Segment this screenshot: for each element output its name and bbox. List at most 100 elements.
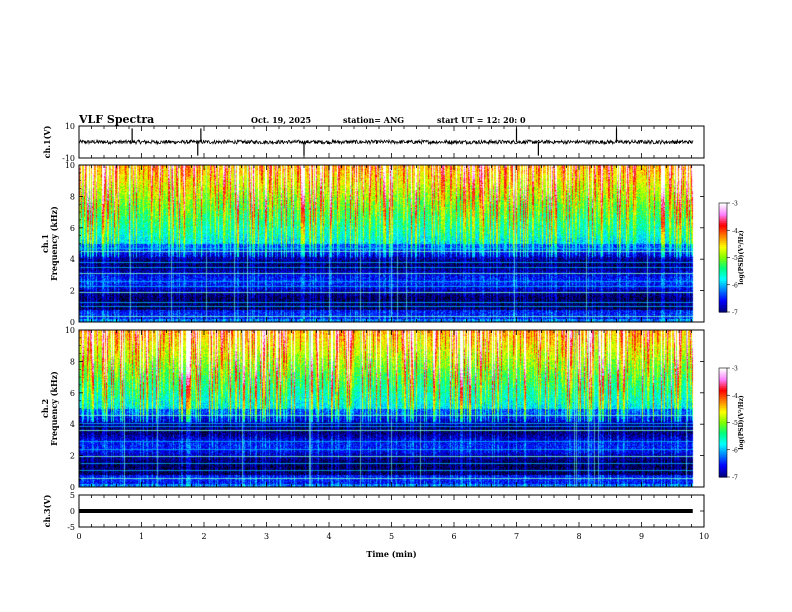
ch1spec-colorbar-swatch (719, 290, 727, 293)
start-time-label: start UT = 12: 20: 0 (437, 115, 526, 125)
ch2spec-colorbar-swatch (719, 413, 727, 416)
ch2spec-colorbar-swatch (719, 437, 727, 440)
ch2spec-colorbar-swatch (719, 471, 727, 474)
xtick-label-4: 4 (326, 532, 331, 541)
ch1spec-colorbar-swatch (719, 252, 727, 255)
xtick-label-2: 2 (201, 532, 206, 541)
ch1spec-colorbar-swatch (719, 233, 727, 237)
ch2spec-colorbar-tick-label--4: -4 (732, 393, 738, 400)
ch1-waveform-line (78, 138, 694, 146)
ch2spec-colorbar-swatch (719, 446, 727, 449)
xtick-label-7: 7 (514, 532, 519, 541)
ch2spec-colorbar-swatch (719, 398, 727, 402)
ch1spec-colorbar-swatch (719, 250, 727, 253)
ch1spec-colorbar-swatch (719, 281, 727, 284)
ch2spec-colorbar-swatch (719, 375, 727, 378)
ch2spec-colorbar-tick-label--7: -7 (732, 475, 738, 482)
ch2spec-colorbar-label: log(PSD)(V²/Hz) (738, 395, 745, 450)
ch3v-ylabel: ch.3(V) (42, 494, 52, 527)
ch1spec-spectrogram-canvas-holder (79, 165, 704, 322)
ch1spec-colorbar-swatch (719, 292, 727, 295)
ch1v-ytick-label-10: 10 (65, 122, 75, 131)
ch1spec-colorbar-swatch (719, 261, 727, 264)
ch1spec-colorbar-swatch (719, 242, 727, 246)
ch2spec-colorbar-swatch (719, 464, 727, 467)
ch1spec-colorbar-swatch (719, 212, 727, 215)
ch2spec-colorbar-swatch (719, 397, 727, 400)
ch2spec-colorbar-swatch (719, 469, 727, 473)
ch2spec-colorbar-swatch (719, 387, 727, 391)
ch1spec-colorbar-swatch (719, 224, 727, 228)
ch2spec-colorbar-swatch (719, 400, 727, 404)
ch1v-ylabel: ch.1(V) (42, 125, 52, 158)
station-label: station= ANG (343, 115, 405, 125)
ch2spec-colorbar-swatch (719, 406, 727, 409)
ch1spec-colorbar-swatch (719, 257, 727, 260)
ch1spec-colorbar-swatch (719, 232, 727, 235)
ch1spec-colorbar-swatch (719, 217, 727, 220)
ch1spec-colorbar-swatch (719, 241, 727, 244)
xtick-label-5: 5 (389, 532, 394, 541)
ch2spec-colorbar-swatch (719, 378, 727, 382)
ch1spec-colorbar-swatch (719, 219, 727, 222)
ch1spec-ylabel-channel: ch.1 (40, 234, 50, 253)
ch1spec-colorbar-swatch (719, 272, 727, 275)
ch1spec-colorbar-swatch (719, 259, 727, 262)
ch1spec-colorbar-swatch (719, 239, 727, 242)
ch1spec-colorbar-swatch (719, 221, 727, 224)
ch2spec-colorbar-swatch (719, 391, 727, 395)
ch2spec-colorbar-swatch (719, 473, 727, 476)
ch1spec-colorbar-swatch (719, 270, 727, 273)
ch1spec-ytick-label-4: 4 (70, 255, 75, 264)
ch1spec-colorbar-swatch (719, 203, 727, 206)
ch1spec-colorbar-swatch (719, 310, 727, 313)
xtick-label-6: 6 (451, 532, 456, 541)
ch1spec-colorbar-tick-label--7: -7 (732, 310, 738, 317)
ch2spec-colorbar-swatch (719, 386, 727, 389)
ch1spec-colorbar-swatch (719, 230, 727, 233)
ch2spec-colorbar-swatch (719, 418, 727, 422)
ch1spec-spectrogram-image (79, 165, 704, 322)
ch3v-ytick-label-5: 5 (70, 491, 75, 500)
ch1spec-colorbar-swatch (719, 226, 727, 230)
ch2spec-colorbar-swatch (719, 424, 727, 427)
ch2spec-colorbar-swatch (719, 402, 727, 405)
ch2spec-ytick-label-8: 8 (70, 357, 75, 366)
ch1spec-colorbar-swatch (719, 268, 727, 271)
ch2spec-spectrogram-canvas (79, 330, 704, 487)
ch2spec-colorbar-swatch (719, 369, 727, 373)
ch2spec-colorbar-swatch (719, 442, 727, 445)
ch2spec-colorbar-swatch (719, 458, 727, 462)
ch2spec-spectrogram-image (79, 330, 704, 487)
ch2spec-ytick-label-0: 0 (70, 483, 75, 492)
ch1spec-colorbar-swatch (719, 266, 727, 269)
ch2spec-colorbar-swatch (719, 409, 727, 413)
ch1spec-colorbar-swatch (719, 204, 727, 208)
ch1spec-colorbar-swatch (719, 246, 727, 250)
ch1spec-ytick-label-0: 0 (70, 318, 75, 327)
ch1spec-spectrogram-canvas (79, 165, 704, 322)
xtick-label-9: 9 (639, 532, 644, 541)
ch1spec-colorbar-swatch (719, 253, 727, 257)
ch2spec-colorbar-swatch (719, 427, 727, 431)
chart-title: VLF Spectra (79, 113, 155, 126)
ch1spec-colorbar-swatch (719, 308, 727, 311)
ch1spec-colorbar-swatch (719, 275, 727, 279)
ch1spec-colorbar-swatch (719, 206, 727, 210)
ch1spec-colorbar-swatch (719, 304, 727, 308)
ch1spec-colorbar-swatch (719, 237, 727, 240)
ch1spec-colorbar-swatch (719, 297, 727, 300)
ch2spec-ytick-label-10: 10 (65, 326, 75, 335)
ch2spec-colorbar-swatch (719, 460, 727, 464)
ch2spec-colorbar-swatch (719, 371, 727, 375)
date-label: Oct. 19, 2025 (251, 115, 312, 125)
ch1spec-colorbar-swatch (719, 293, 727, 297)
ch1spec-colorbar-swatch (719, 248, 727, 251)
ch1spec-colorbar-tick-label--5: -5 (732, 255, 738, 262)
ch3v-ytick-label-0: 0 (70, 507, 75, 516)
ch1spec-colorbar-tick-label--4: -4 (732, 228, 738, 235)
ch2spec-colorbar-swatch (719, 435, 727, 438)
ch1spec-colorbar-tick-label--6: -6 (732, 282, 738, 289)
ch2spec-colorbar-swatch (719, 433, 727, 436)
